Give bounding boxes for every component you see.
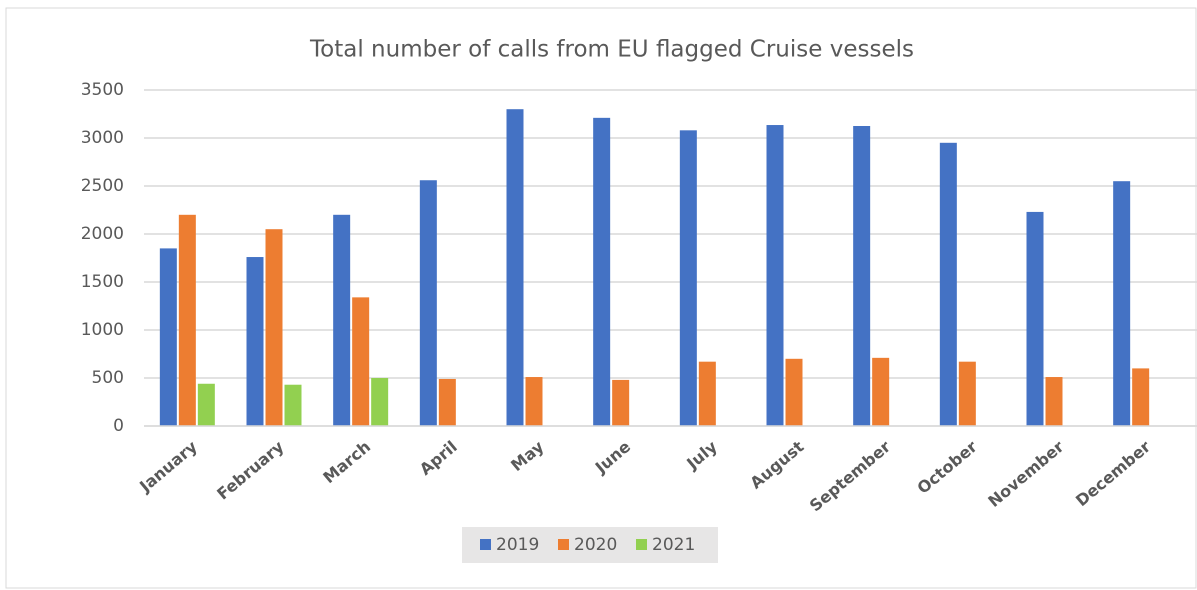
y-tick-label: 1500 [81,272,124,292]
bar [872,357,890,426]
bar [197,383,215,426]
bar [419,180,437,426]
bar [1026,211,1044,426]
bar [525,377,543,426]
bar [246,257,264,426]
bar [333,214,351,426]
bar [352,297,370,426]
legend-label: 2020 [574,535,617,555]
bar [265,229,283,426]
bar [698,361,716,426]
bar [371,378,389,426]
y-tick-label: 2500 [81,176,124,196]
y-tick-label: 0 [113,416,124,436]
legend-box [462,527,718,563]
bar [1045,377,1063,426]
chart-title: Total number of calls from EU flagged Cr… [309,37,914,63]
bar [593,117,611,426]
bar [766,125,784,426]
bar [853,126,871,426]
bar [1132,368,1150,426]
bar [159,248,177,426]
legend-label: 2021 [652,535,695,555]
bar [438,378,456,426]
bar [785,358,803,426]
y-tick-label: 2000 [81,224,124,244]
y-tick-label: 3000 [81,128,124,148]
bar [939,142,957,427]
legend-swatch [480,539,491,550]
bar [1113,181,1131,426]
legend-swatch [558,539,569,550]
legend: 2019 2020 2021 [480,535,695,555]
bar [178,214,196,426]
legend-swatch [636,539,647,550]
legend-label: 2019 [496,535,539,555]
bar [679,130,697,426]
bar [284,384,302,426]
bar [506,109,524,426]
bar [958,361,976,426]
y-tick-label: 500 [92,368,124,388]
y-tick-label: 3500 [81,80,124,100]
y-tick-label: 1000 [81,320,124,340]
bar [612,379,630,426]
